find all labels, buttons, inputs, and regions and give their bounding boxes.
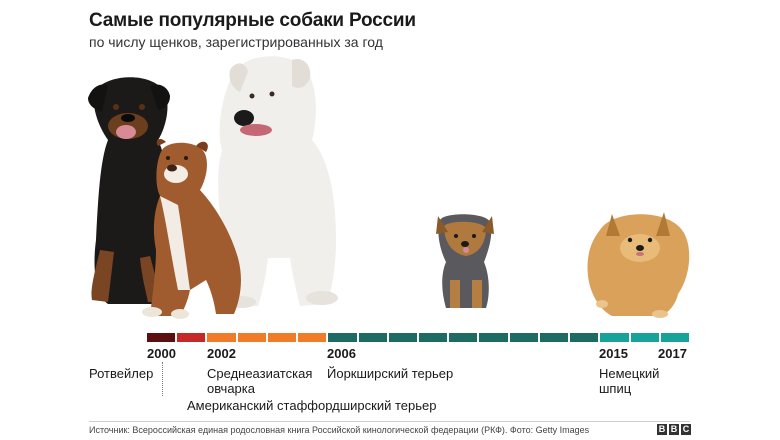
timeline-segment <box>177 333 206 342</box>
timeline-segment <box>449 333 478 342</box>
central-asian-shepherd-dog-image <box>218 56 338 308</box>
bbc-logo-letter: B <box>657 424 667 435</box>
timeline-segment <box>479 333 508 342</box>
bbc-logo: B B C <box>657 424 691 435</box>
timeline-segment <box>237 333 266 342</box>
timeline-segment <box>298 333 327 342</box>
footer-divider <box>89 421 690 422</box>
breed-label-spitz-line1: Немецкий <box>599 366 660 381</box>
year-2000: 2000 <box>147 346 176 361</box>
page-subtitle: по числу щенков, зарегистрированных за г… <box>89 34 383 50</box>
breed-label-rottweiler: Ротвейлер <box>89 366 154 381</box>
timeline-dotted-connector <box>162 362 163 396</box>
year-2002: 2002 <box>207 346 236 361</box>
german-spitz-dog-image <box>587 212 690 318</box>
timeline-segment <box>600 333 629 342</box>
breed-label-central-asian-line2: овчарка <box>207 381 255 396</box>
page-title: Самые популярные собаки России <box>89 10 416 31</box>
breed-label-american-staffordshire: Американский стаффордширский терьер <box>187 398 437 413</box>
yorkshire-terrier-dog-image <box>436 214 494 308</box>
timeline-segment <box>267 333 297 342</box>
bbc-logo-letter: C <box>681 424 691 435</box>
year-2017: 2017 <box>658 346 687 361</box>
source-caption: Источник: Всероссийская единая родословн… <box>89 425 590 435</box>
timeline-segment <box>207 333 236 342</box>
timeline-segment <box>358 333 387 342</box>
year-2006: 2006 <box>327 346 356 361</box>
timeline-segment <box>539 333 569 342</box>
timeline-segment <box>418 333 448 342</box>
timeline-segment <box>630 333 659 342</box>
breed-label-central-asian-line1: Среднеазиатская <box>207 366 313 381</box>
breed-label-spitz-line2: шпиц <box>599 381 632 396</box>
timeline-segment <box>509 333 538 342</box>
timeline-segment <box>388 333 417 342</box>
breed-label-yorkshire: Йоркширский терьер <box>327 366 454 381</box>
american-staffordshire-terrier-dog-image <box>142 139 241 319</box>
timeline-segment <box>660 333 689 342</box>
rottweiler-dog-image <box>88 77 174 305</box>
timeline-segment <box>147 333 176 342</box>
timeline-bar <box>147 333 689 342</box>
timeline-segment <box>328 333 357 342</box>
timeline-segment <box>570 333 599 342</box>
bbc-logo-letter: B <box>669 424 679 435</box>
year-2015: 2015 <box>599 346 628 361</box>
dogs-illustration <box>88 56 690 319</box>
